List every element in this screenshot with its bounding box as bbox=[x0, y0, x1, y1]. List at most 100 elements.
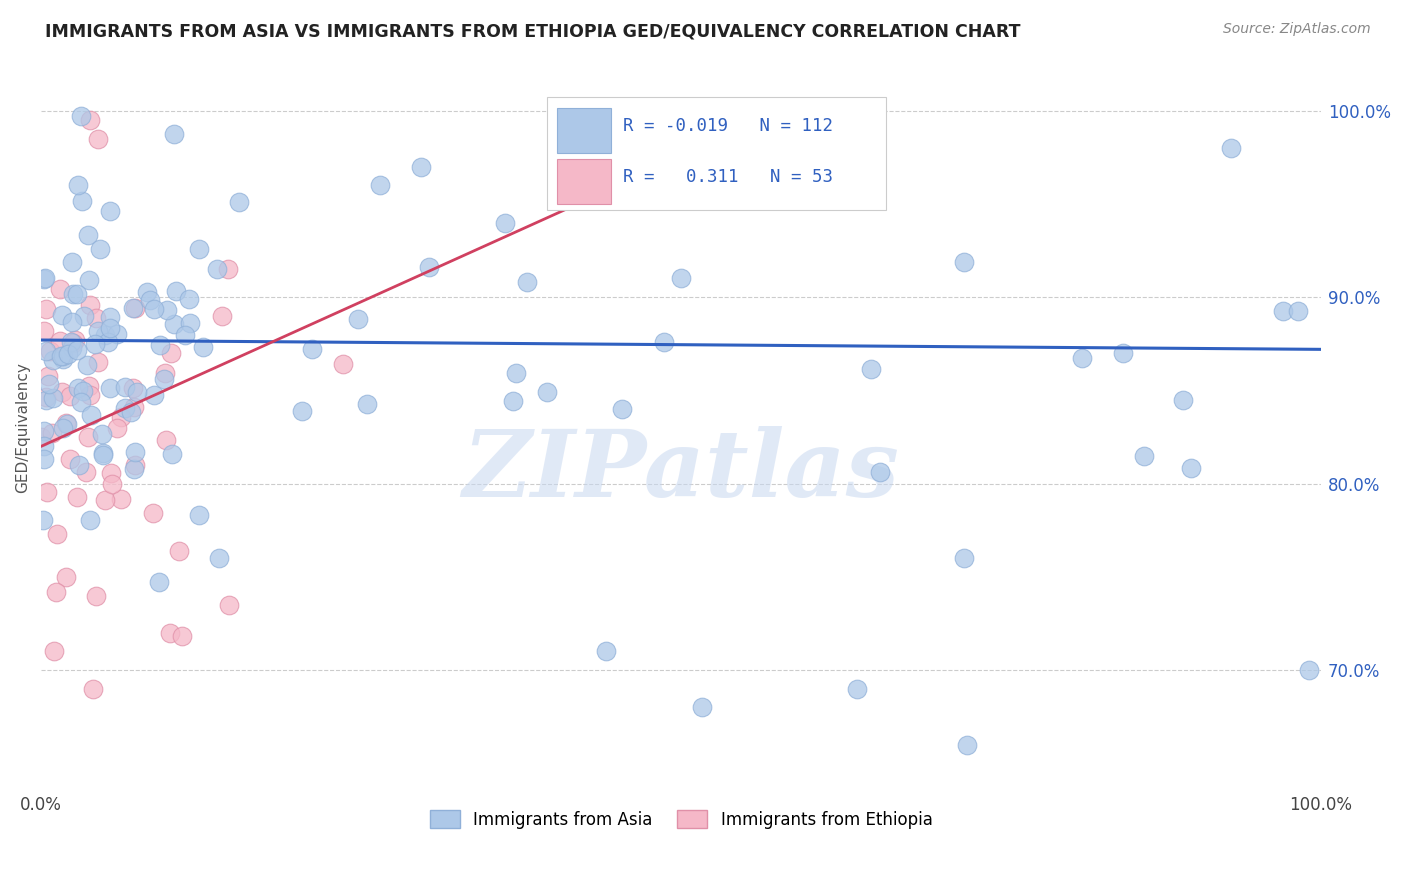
Point bbox=[60, 341, 83, 355]
Point bbox=[105, 421, 128, 435]
Point bbox=[205, 261, 228, 276]
Point bbox=[42, 353, 65, 368]
Point bbox=[690, 700, 713, 714]
Point bbox=[93, 493, 115, 508]
Point bbox=[741, 122, 763, 136]
Point bbox=[124, 458, 146, 473]
Point bbox=[1133, 450, 1156, 464]
Point bbox=[52, 421, 75, 435]
Point bbox=[87, 324, 110, 338]
Y-axis label: GED/Equivalency: GED/Equivalency bbox=[15, 362, 30, 493]
Point bbox=[160, 346, 183, 360]
Point bbox=[67, 381, 90, 395]
Point bbox=[211, 309, 233, 323]
Text: Source: ZipAtlas.com: Source: ZipAtlas.com bbox=[1223, 22, 1371, 37]
Point bbox=[83, 337, 105, 351]
Point bbox=[208, 550, 231, 565]
Point bbox=[32, 512, 55, 526]
Point bbox=[1173, 393, 1195, 408]
Point bbox=[77, 273, 100, 287]
Point bbox=[121, 381, 143, 395]
Point bbox=[332, 358, 354, 372]
Point bbox=[368, 178, 391, 193]
Point bbox=[167, 544, 190, 558]
Point bbox=[98, 310, 121, 324]
Point bbox=[502, 394, 524, 409]
Point bbox=[51, 384, 73, 399]
Point bbox=[516, 275, 538, 289]
Point bbox=[91, 446, 114, 460]
Point bbox=[122, 301, 145, 315]
Point bbox=[82, 681, 104, 696]
Point bbox=[66, 490, 89, 504]
Point bbox=[114, 380, 136, 394]
Point bbox=[125, 384, 148, 399]
Point bbox=[1070, 351, 1092, 365]
Point bbox=[409, 160, 432, 174]
Text: R =   0.311   N = 53: R = 0.311 N = 53 bbox=[623, 168, 834, 186]
Point bbox=[156, 303, 179, 318]
Point bbox=[652, 334, 675, 349]
Point bbox=[536, 384, 558, 399]
Point bbox=[55, 570, 77, 584]
Point bbox=[163, 128, 186, 142]
Point bbox=[218, 598, 240, 612]
Point bbox=[66, 343, 89, 358]
Point bbox=[165, 284, 187, 298]
Point bbox=[956, 738, 979, 752]
Point bbox=[63, 333, 86, 347]
Point bbox=[87, 131, 110, 145]
Point bbox=[70, 194, 93, 208]
Point bbox=[38, 377, 60, 392]
Point bbox=[59, 334, 82, 349]
Point bbox=[953, 551, 976, 566]
Point bbox=[87, 354, 110, 368]
Point bbox=[76, 358, 98, 372]
FancyBboxPatch shape bbox=[557, 108, 610, 153]
Point bbox=[301, 342, 323, 356]
Point bbox=[122, 462, 145, 476]
Point bbox=[122, 400, 145, 414]
Point bbox=[91, 448, 114, 462]
Point bbox=[1298, 663, 1320, 677]
Point bbox=[159, 625, 181, 640]
Point bbox=[49, 334, 72, 348]
Point bbox=[191, 340, 214, 354]
Point bbox=[143, 387, 166, 401]
Point bbox=[953, 255, 976, 269]
Point bbox=[58, 452, 80, 467]
Point bbox=[42, 644, 65, 658]
Point bbox=[79, 113, 101, 128]
Point bbox=[42, 391, 65, 405]
Point bbox=[163, 317, 186, 331]
Point bbox=[98, 381, 121, 395]
Point bbox=[32, 424, 55, 438]
Point bbox=[32, 439, 55, 453]
Point bbox=[142, 302, 165, 317]
Point bbox=[89, 242, 111, 256]
Point bbox=[72, 384, 94, 398]
Point bbox=[98, 203, 121, 218]
Point bbox=[228, 195, 250, 210]
FancyBboxPatch shape bbox=[557, 159, 610, 203]
Point bbox=[142, 506, 165, 520]
Point bbox=[110, 409, 132, 424]
Point bbox=[69, 395, 91, 409]
Point bbox=[845, 681, 868, 696]
Point bbox=[669, 271, 692, 285]
Point bbox=[155, 433, 177, 447]
Point bbox=[120, 405, 142, 419]
Point bbox=[869, 465, 891, 479]
Text: ZIPatlas: ZIPatlas bbox=[463, 426, 900, 516]
Point bbox=[79, 513, 101, 527]
Point bbox=[1286, 304, 1309, 318]
Point bbox=[32, 272, 55, 286]
Point bbox=[105, 327, 128, 342]
Point bbox=[58, 347, 80, 361]
Point bbox=[173, 328, 195, 343]
Point bbox=[66, 287, 89, 301]
Point bbox=[505, 366, 527, 380]
Point bbox=[77, 379, 100, 393]
Point bbox=[45, 584, 67, 599]
Point bbox=[73, 309, 96, 323]
